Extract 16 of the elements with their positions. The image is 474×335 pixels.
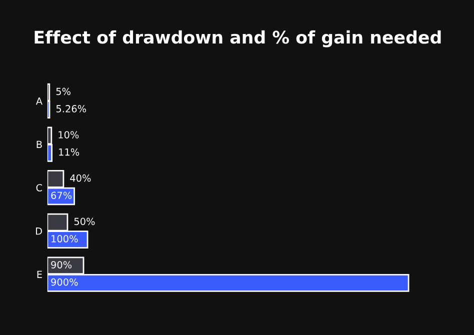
- data-label: 900%: [51, 278, 78, 286]
- data-label: 5%: [56, 88, 70, 96]
- chart-title: Effect of drawdown and % of gain needed: [34, 30, 441, 48]
- y-tick-label: B: [36, 140, 42, 148]
- y-tick-label: E: [37, 270, 42, 278]
- y-tick-label: A: [36, 98, 42, 105]
- data-label: 100%: [52, 235, 78, 242]
- data-label: 40%: [70, 174, 91, 182]
- data-label: 10%: [58, 131, 79, 138]
- data-label: 90%: [51, 261, 72, 268]
- y-tick-label: D: [36, 228, 42, 235]
- data-label: 11%: [59, 148, 80, 156]
- data-label: 50%: [74, 218, 95, 226]
- data-label: 67%: [51, 192, 72, 200]
- y-tick-label: C: [36, 184, 42, 192]
- data-label: 5.26%: [56, 105, 86, 112]
